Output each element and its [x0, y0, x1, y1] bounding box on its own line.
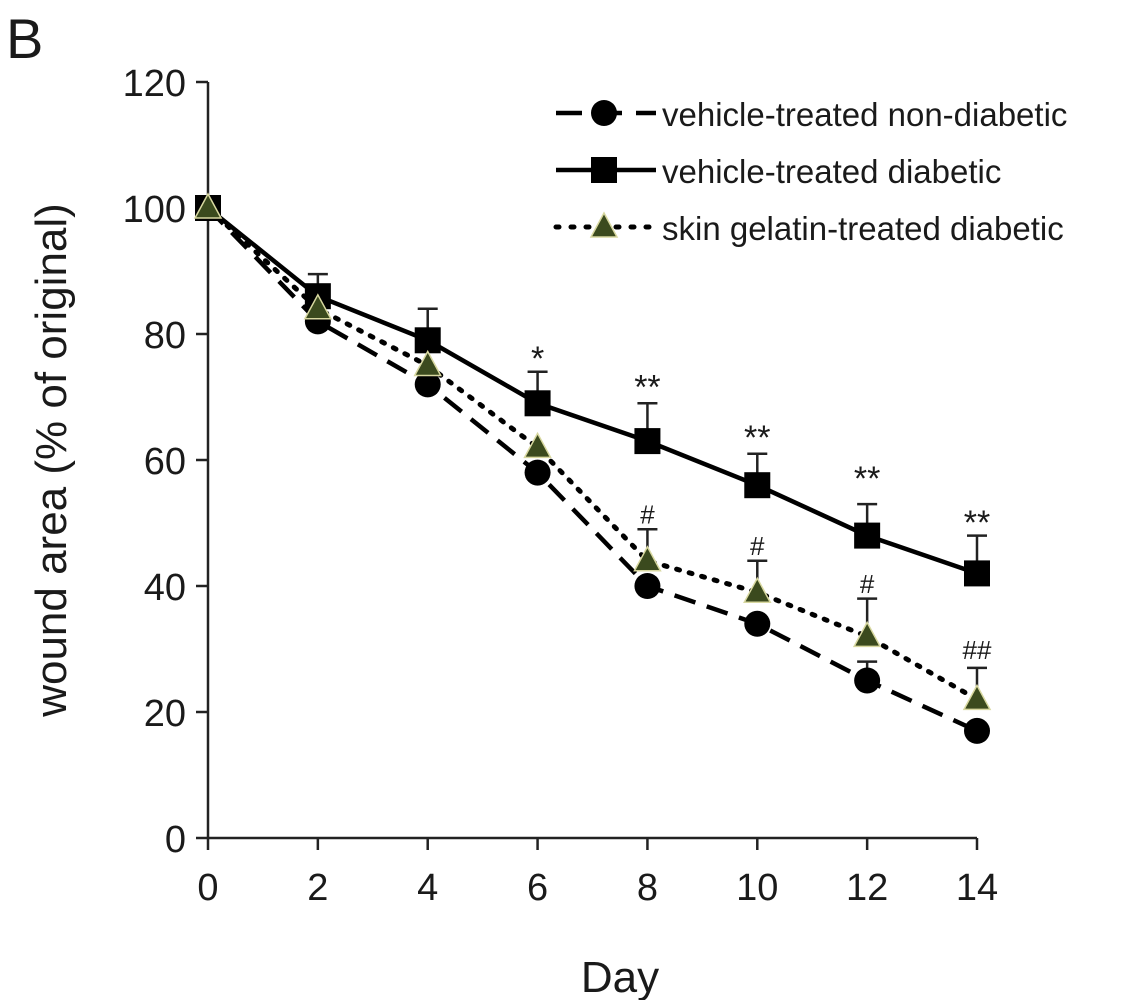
data-point — [524, 459, 551, 486]
y-tick-label: 120 — [123, 63, 186, 105]
data-point — [633, 545, 662, 572]
y-axis-ticks: 0 20 40 60 80 100 120 — [123, 63, 208, 861]
legend-entry: vehicle-treated non-diabetic — [556, 96, 1067, 133]
legend-entry: vehicle-treated diabetic — [556, 153, 1001, 190]
significance-hash: # — [640, 500, 655, 530]
significance-hash: # — [860, 569, 875, 599]
data-point — [962, 683, 992, 711]
y-tick-label: 20 — [144, 693, 186, 735]
y-tick-label: 0 — [165, 819, 186, 861]
significance-annotations: *********##### — [531, 340, 992, 665]
x-tick-label: 10 — [736, 867, 778, 909]
legend-marker — [589, 211, 619, 238]
data-point — [744, 610, 771, 637]
y-tick-label: 40 — [144, 567, 186, 609]
x-tick-label: 14 — [956, 867, 998, 909]
legend: vehicle-treated non-diabetic vehicle-trea… — [553, 96, 1067, 247]
data-point — [414, 371, 441, 398]
significance-hash: # — [750, 531, 765, 561]
data-point — [634, 428, 661, 455]
y-tick-label: 100 — [123, 189, 186, 231]
significance-star: ** — [964, 504, 990, 542]
x-axis-ticks: 0 2 4 6 8 10 12 14 — [197, 838, 998, 909]
series-line — [205, 205, 980, 702]
legend-marker — [591, 100, 617, 126]
data-point — [523, 431, 552, 459]
significance-star: ** — [634, 368, 660, 406]
data-point — [854, 522, 881, 549]
data-point — [413, 349, 442, 377]
x-axis-label: Day — [581, 953, 659, 1000]
y-tick-label: 80 — [144, 315, 186, 357]
y-tick-label: 60 — [144, 441, 186, 483]
data-point — [964, 560, 990, 587]
significance-star: ** — [744, 419, 770, 457]
legend-label: vehicle-treated non-diabetic — [662, 96, 1067, 133]
legend-entry: skin gelatin-treated diabetic — [553, 210, 1064, 247]
significance-star: * — [531, 340, 544, 378]
series-line — [206, 206, 978, 733]
series-vehicle-treated-diabetic — [195, 195, 990, 587]
series-layer — [193, 192, 992, 744]
x-tick-label: 6 — [527, 867, 548, 909]
significance-hash: ## — [963, 635, 992, 665]
data-point — [524, 390, 551, 417]
data-point — [854, 667, 881, 694]
series-line — [206, 206, 978, 576]
data-point — [634, 573, 661, 599]
significance-star: ** — [854, 460, 880, 498]
x-tick-label: 8 — [637, 867, 658, 909]
panel-label: B — [6, 7, 43, 70]
data-point — [303, 293, 333, 320]
y-axis-label: wound area (% of original) — [27, 203, 76, 718]
data-point — [964, 717, 990, 744]
data-point — [743, 576, 772, 604]
x-tick-label: 0 — [197, 867, 218, 909]
data-point — [193, 192, 223, 219]
x-tick-label: 4 — [417, 867, 438, 909]
legend-marker — [591, 157, 617, 183]
x-tick-label: 12 — [846, 867, 888, 909]
data-point — [414, 327, 441, 354]
legend-label: vehicle-treated diabetic — [662, 153, 1001, 190]
x-tick-label: 2 — [307, 867, 328, 909]
series-skin-gelatin-treated-diabetic — [193, 192, 992, 711]
data-point — [744, 472, 771, 499]
data-point — [852, 620, 882, 648]
legend-label: skin gelatin-treated diabetic — [662, 210, 1064, 247]
